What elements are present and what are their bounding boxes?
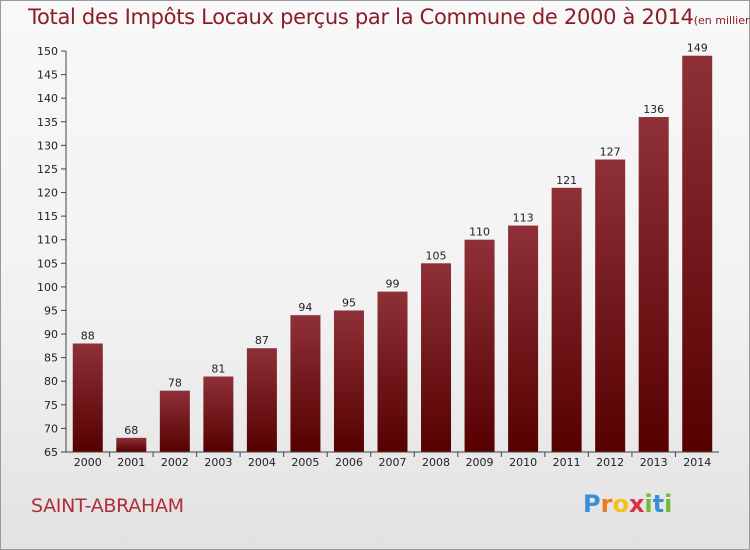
- bar-value-label: 87: [255, 334, 269, 347]
- x-tick-label: 2008: [422, 456, 450, 469]
- x-tick-label: 2011: [553, 456, 581, 469]
- bar: [421, 263, 452, 452]
- x-tick-label: 2012: [596, 456, 624, 469]
- y-tick-label: 70: [44, 422, 58, 435]
- y-tick-label: 115: [37, 210, 58, 223]
- logo-letter: i: [664, 490, 673, 518]
- bar-value-label: 121: [556, 174, 577, 187]
- bar: [464, 239, 495, 452]
- y-tick-label: 140: [37, 92, 58, 105]
- bar-value-label: 81: [211, 363, 225, 376]
- y-tick-label: 90: [44, 328, 58, 341]
- bar-value-label: 127: [600, 146, 621, 159]
- bar: [116, 437, 147, 452]
- logo-letter: r: [600, 490, 613, 518]
- bar: [159, 390, 190, 452]
- bar: [551, 187, 582, 452]
- y-tick-label: 130: [37, 139, 58, 152]
- x-tick-label: 2013: [640, 456, 668, 469]
- y-tick-label: 135: [37, 116, 58, 129]
- x-tick-label: 2000: [74, 456, 102, 469]
- y-tick-label: 95: [44, 304, 58, 317]
- x-tick-label: 2004: [248, 456, 276, 469]
- bar: [203, 376, 234, 452]
- bar-value-label: 136: [643, 103, 664, 116]
- bar: [72, 343, 103, 452]
- x-tick-label: 2006: [335, 456, 363, 469]
- bar-value-label: 105: [426, 249, 447, 262]
- bar-value-label: 78: [168, 377, 182, 390]
- x-tick-label: 2002: [161, 456, 189, 469]
- logo-letter: o: [612, 490, 629, 518]
- data-labels: 88 68 78 81 87 94 95 99 105 110 113 121 127 136 149: [81, 42, 708, 437]
- bar-value-label: 95: [342, 296, 356, 309]
- chart-title: Total des Impôts Locaux perçus par la Co…: [28, 5, 750, 29]
- x-tick-label: 2005: [291, 456, 319, 469]
- bar: [290, 315, 321, 452]
- bar: [246, 348, 277, 452]
- bar: [377, 291, 408, 452]
- y-tick-label: 110: [37, 234, 58, 247]
- bar-value-label: 99: [386, 278, 400, 291]
- y-tick-label: 105: [37, 257, 58, 270]
- logo-letter: t: [652, 490, 665, 518]
- y-axis: 65 70 75 80 85 90 95 100 105 110 115 120 125 130 135 14…: [37, 45, 67, 459]
- bar-value-label: 88: [81, 329, 95, 342]
- bar-value-label: 110: [469, 226, 490, 239]
- y-tick-label: 100: [37, 281, 58, 294]
- x-axis: 2000 2001 2002 2003 2004 2005 2006 2007 2008 2009…: [66, 451, 719, 469]
- bars-group: [72, 55, 713, 452]
- logo-letter: i: [644, 490, 653, 518]
- bar: [333, 310, 364, 452]
- y-tick-label: 125: [37, 163, 58, 176]
- y-tick-label: 150: [37, 45, 58, 58]
- x-tick-label: 2003: [204, 456, 232, 469]
- bar-value-label: 149: [687, 42, 708, 55]
- y-tick-label: 75: [44, 399, 58, 412]
- bar: [682, 55, 713, 452]
- x-tick-label: 2001: [117, 456, 145, 469]
- y-tick-label: 80: [44, 375, 58, 388]
- chart-subtitle: (en milliers d'€): [693, 14, 750, 27]
- bar: [638, 117, 669, 452]
- title-text: Total des Impôts Locaux perçus par la Co…: [28, 5, 694, 29]
- y-tick-label: 85: [44, 352, 58, 365]
- commune-name: SAINT-ABRAHAM: [31, 495, 184, 517]
- y-tick-label: 120: [37, 187, 58, 200]
- y-tick-label: 65: [44, 446, 58, 459]
- x-tick-label: 2014: [683, 456, 711, 469]
- bar-value-label: 113: [513, 212, 534, 225]
- logo-letter: P: [583, 490, 601, 518]
- proxiti-logo[interactable]: Proxiti: [583, 490, 672, 518]
- bar-value-label: 94: [298, 301, 312, 314]
- bar-value-label: 68: [124, 424, 138, 437]
- x-tick-label: 2007: [379, 456, 407, 469]
- x-tick-label: 2009: [466, 456, 494, 469]
- bar: [595, 159, 626, 452]
- logo-letter: x: [628, 490, 645, 518]
- x-tick-label: 2010: [509, 456, 537, 469]
- bar: [508, 225, 539, 452]
- y-tick-label: 145: [37, 69, 58, 82]
